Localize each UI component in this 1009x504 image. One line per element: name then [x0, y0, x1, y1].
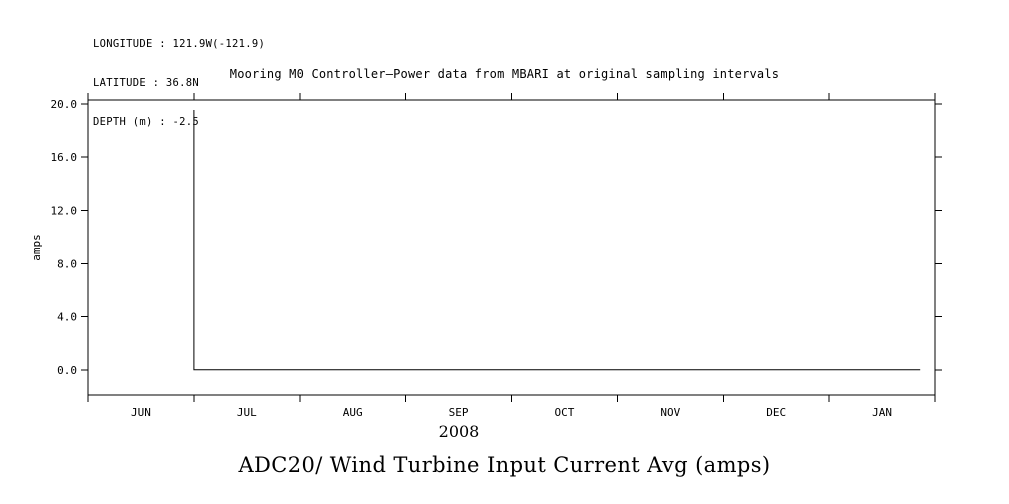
x-axis-year-label: 2008: [438, 422, 480, 441]
longitude-text: LONGITUDE : 121.9W(-121.9): [93, 38, 266, 50]
y-tick-label: 16.0: [51, 151, 78, 164]
x-tick-label: JAN: [872, 406, 892, 419]
x-tick-label: DEC: [766, 406, 786, 419]
location-header: LONGITUDE : 121.9W(-121.9) LATITUDE : 36…: [93, 12, 265, 142]
data-line: [193, 110, 921, 371]
x-tick-label: JUN: [131, 406, 151, 419]
latitude-text: LATITUDE : 36.8N: [93, 77, 199, 89]
x-tick-label: SEP: [449, 406, 469, 419]
depth-text: DEPTH (m) : -2.5: [93, 116, 199, 128]
chart-title: Mooring M0 Controller—Power data from MB…: [229, 67, 780, 81]
y-tick-label: 12.0: [51, 204, 78, 217]
x-tick-label: JUL: [237, 406, 257, 419]
x-tick-label: AUG: [343, 406, 363, 419]
plot-caption: ADC20/ Wind Turbine Input Current Avg (a…: [238, 453, 771, 477]
x-tick-label: NOV: [660, 406, 680, 419]
y-tick-label: 4.0: [57, 311, 77, 324]
x-tick-label: OCT: [555, 406, 575, 419]
y-tick-label: 8.0: [57, 257, 77, 270]
plot-frame: [87, 99, 936, 396]
y-tick-label: 20.0: [51, 98, 78, 111]
y-axis-label: amps: [30, 234, 43, 261]
y-tick-label: 0.0: [57, 364, 77, 377]
